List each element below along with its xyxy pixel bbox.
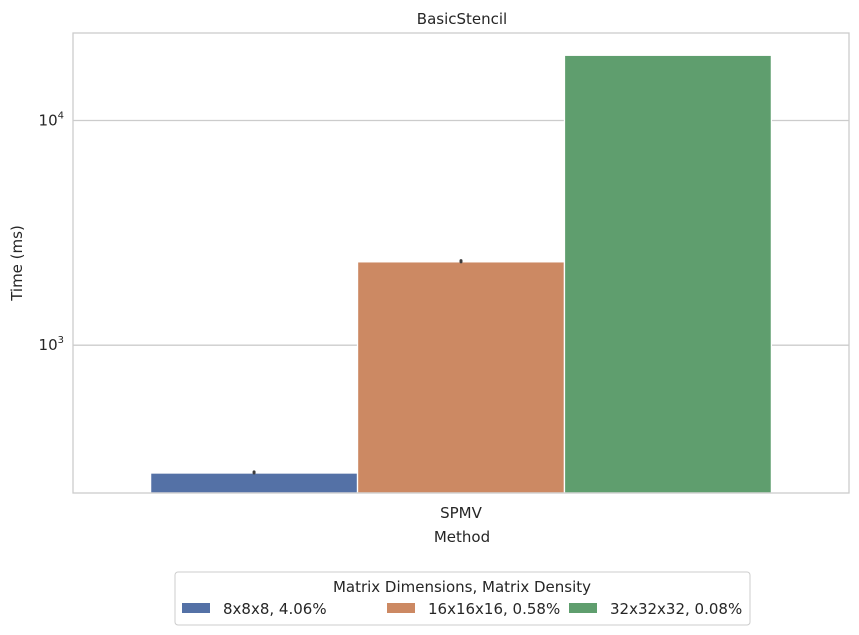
legend-box	[174, 571, 751, 626]
legend-title: Matrix Dimensions, Matrix Density	[333, 578, 591, 596]
plot-frame	[72, 32, 850, 494]
y-tick-label: 103	[39, 335, 64, 354]
x-axis-label: Method	[434, 528, 490, 546]
x-tick-labels: SPMV	[440, 504, 483, 522]
legend-label: 32x32x32, 0.08%	[610, 600, 742, 618]
bar	[149, 472, 359, 494]
legend-swatch	[182, 603, 210, 613]
y-tick-label: 104	[39, 110, 64, 129]
chart-title: BasicStencil	[417, 10, 507, 28]
bars	[149, 54, 773, 494]
x-tick-label: SPMV	[440, 504, 483, 522]
legend-swatch	[569, 603, 597, 613]
legend-swatch	[387, 603, 415, 613]
legend: Matrix Dimensions, Matrix Density 8x8x8,…	[174, 571, 751, 626]
y-tick-labels: 103 104	[39, 110, 64, 354]
legend-items: 8x8x8, 4.06% 16x16x16, 0.58% 32x32x32, 0.0…	[182, 600, 742, 618]
legend-label: 16x16x16, 0.58%	[428, 600, 560, 618]
error-marks	[252, 259, 463, 475]
legend-label: 8x8x8, 4.06%	[223, 600, 327, 618]
bar	[563, 54, 773, 494]
bar	[356, 261, 566, 494]
y-axis-label: Time (ms)	[8, 225, 26, 302]
